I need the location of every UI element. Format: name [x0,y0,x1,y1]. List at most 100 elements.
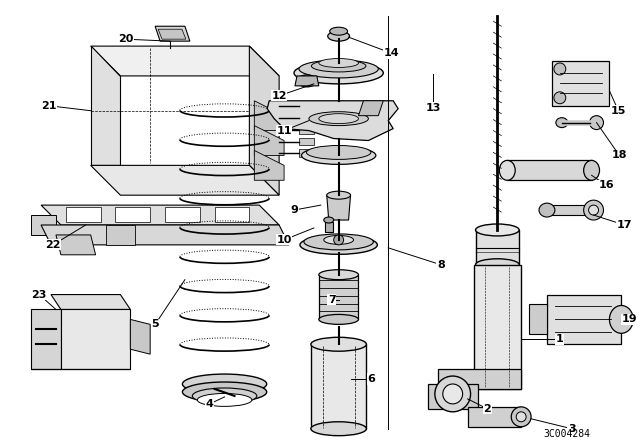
Polygon shape [214,207,250,222]
Ellipse shape [312,60,366,72]
Polygon shape [319,275,358,319]
Polygon shape [468,407,521,427]
Polygon shape [56,235,95,255]
Polygon shape [474,265,521,389]
Circle shape [333,235,344,245]
Ellipse shape [197,393,252,406]
Polygon shape [438,369,521,389]
Polygon shape [547,294,621,344]
Text: 4: 4 [205,399,214,409]
Text: 23: 23 [31,289,47,300]
Text: 5: 5 [151,319,159,329]
Polygon shape [254,101,284,130]
Circle shape [511,407,531,427]
Polygon shape [254,151,284,180]
Ellipse shape [584,160,600,180]
Polygon shape [61,310,131,369]
Circle shape [584,200,604,220]
Ellipse shape [556,118,568,128]
Text: 14: 14 [383,48,399,58]
Circle shape [435,376,470,412]
Ellipse shape [193,388,257,404]
Text: 13: 13 [425,103,440,113]
Polygon shape [311,344,367,429]
Ellipse shape [476,224,519,236]
Polygon shape [299,125,314,134]
Ellipse shape [304,234,373,250]
Text: 21: 21 [41,101,57,111]
Ellipse shape [297,75,317,87]
Polygon shape [358,101,383,116]
Ellipse shape [300,236,378,254]
Ellipse shape [182,382,267,402]
Text: 10: 10 [276,235,292,245]
Text: 11: 11 [276,125,292,136]
Polygon shape [299,102,314,110]
Text: 16: 16 [598,180,614,190]
Ellipse shape [330,27,348,35]
Ellipse shape [327,191,351,199]
Polygon shape [165,207,200,222]
Polygon shape [552,61,609,106]
Text: 22: 22 [45,240,61,250]
Text: 20: 20 [118,34,133,44]
Ellipse shape [319,314,358,324]
Polygon shape [299,138,314,146]
Polygon shape [428,384,477,409]
Text: 17: 17 [616,220,632,230]
Text: 1: 1 [556,334,564,344]
Polygon shape [295,76,319,86]
Text: 2: 2 [484,404,492,414]
Polygon shape [547,205,591,215]
Ellipse shape [299,60,378,78]
Ellipse shape [609,306,633,333]
Polygon shape [106,225,135,245]
Text: 9: 9 [290,205,298,215]
Text: 18: 18 [612,151,627,160]
Ellipse shape [311,337,367,351]
Ellipse shape [499,160,515,180]
Text: 6: 6 [367,374,375,384]
Polygon shape [91,165,279,195]
Ellipse shape [328,31,349,41]
Polygon shape [66,207,100,222]
Ellipse shape [319,59,358,68]
Circle shape [589,116,604,129]
Ellipse shape [324,217,333,223]
Polygon shape [476,230,519,265]
Polygon shape [268,101,398,141]
Ellipse shape [301,146,376,164]
Polygon shape [91,46,120,165]
Circle shape [516,412,526,422]
Polygon shape [299,114,314,122]
Polygon shape [508,160,591,180]
Polygon shape [299,150,314,157]
Text: 12: 12 [271,91,287,101]
Polygon shape [155,26,190,41]
Polygon shape [31,310,61,369]
Ellipse shape [476,259,519,271]
Ellipse shape [311,422,367,435]
Polygon shape [31,215,56,235]
Circle shape [443,384,463,404]
Text: 8: 8 [437,260,445,270]
Ellipse shape [324,236,353,244]
Circle shape [554,63,566,75]
Polygon shape [324,222,333,232]
Polygon shape [158,29,186,39]
Polygon shape [254,125,284,155]
Ellipse shape [294,62,383,84]
Polygon shape [41,205,279,225]
Ellipse shape [182,374,267,394]
Ellipse shape [307,146,371,159]
Polygon shape [529,305,547,334]
Polygon shape [41,225,289,245]
Polygon shape [51,294,131,310]
Ellipse shape [319,114,358,124]
Ellipse shape [539,203,555,217]
Polygon shape [91,46,279,76]
Polygon shape [131,319,150,354]
Text: 15: 15 [611,106,626,116]
Text: 3: 3 [568,424,575,434]
Text: 3C004284: 3C004284 [543,429,590,439]
